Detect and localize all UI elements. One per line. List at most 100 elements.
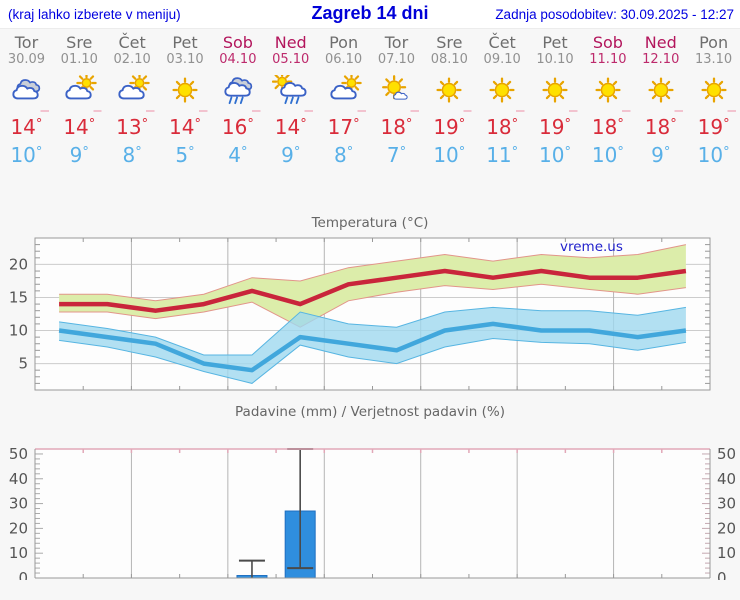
- min-temperature: 4°: [211, 142, 264, 168]
- y-axis-label: 15: [9, 288, 28, 306]
- min-temperature: 11°: [476, 142, 529, 168]
- weather-icon: [219, 77, 257, 109]
- day-date: 02.10: [113, 52, 151, 67]
- max-temperature: 14°: [53, 114, 106, 140]
- max-temperature: 17°: [317, 114, 370, 140]
- min-temp-value: 9: [69, 143, 83, 167]
- degree-symbol: °: [405, 117, 413, 132]
- degree-symbol: °: [663, 145, 671, 160]
- weather-icon-cell: [581, 75, 634, 105]
- day-column-header: Tor 07.10: [370, 33, 423, 68]
- max-temperature: 18°: [370, 114, 423, 140]
- day-date: 08.10: [430, 52, 468, 67]
- y-axis-label-right: 20: [717, 519, 736, 537]
- max-temp-value: 19: [539, 115, 565, 139]
- weather-icon: [589, 77, 627, 109]
- day-date: 13.10: [694, 52, 733, 67]
- degree-symbol: °: [135, 145, 142, 160]
- min-temp-value: 7: [386, 143, 400, 167]
- max-temp-value: 14: [274, 115, 301, 139]
- day-date: 30.09: [7, 52, 46, 67]
- day-name: Sob: [222, 33, 253, 52]
- max-temp-value: 18: [591, 115, 618, 139]
- plot-border: [34, 237, 711, 391]
- day-column-header: Ned 12.10: [634, 33, 687, 68]
- min-temp-value: 10: [697, 143, 724, 167]
- min-temp-value: 4: [228, 143, 241, 167]
- day-name: Sre: [436, 33, 463, 52]
- min-temperature: 8°: [317, 142, 370, 168]
- min-temperature: 9°: [264, 142, 317, 168]
- weather-icon: [271, 71, 310, 109]
- degree-symbol: °: [458, 145, 466, 160]
- temperature-chart-title: Temperatura (°C): [311, 215, 429, 231]
- plot-area: [35, 449, 710, 578]
- day-date: 07.10: [377, 52, 416, 67]
- min-temp-value: 8: [333, 143, 347, 167]
- min-temp-value: 10: [10, 143, 36, 167]
- y-axis-label-right: 40: [717, 470, 736, 488]
- max-temperature: 18°: [634, 114, 687, 140]
- max-temperature: 14°: [0, 114, 53, 140]
- day-date: 05.10: [272, 52, 310, 67]
- min-temperature: 10°: [687, 142, 740, 168]
- max-temperature: 14°: [264, 114, 317, 140]
- day-column-header: Pon 06.10: [317, 33, 370, 68]
- weather-icon: [642, 77, 680, 109]
- degree-symbol: °: [194, 117, 201, 132]
- day-date: 11.10: [589, 52, 627, 67]
- y-axis-label: 5: [18, 355, 28, 373]
- watermark-link[interactable]: vreme.us: [560, 239, 623, 255]
- weather-icon: [166, 77, 204, 109]
- y-axis-label-right: 30: [717, 495, 736, 513]
- day-column-header: Pet 10.10: [529, 33, 582, 68]
- day-name: Sre: [66, 33, 93, 52]
- degree-symbol: °: [300, 117, 307, 132]
- tmax-line: [59, 268, 687, 313]
- tmin-line: [58, 321, 687, 373]
- min-temp-value: 5: [175, 143, 189, 167]
- weather-icon-cell: [0, 75, 53, 105]
- max-temperature: 16°: [211, 114, 264, 140]
- day-column-header: Pet 03.10: [159, 33, 212, 68]
- max-temperature: 18°: [581, 114, 634, 140]
- day-name: Sob: [592, 33, 623, 52]
- weather-icon-cell: [370, 75, 423, 105]
- day-name: Čet: [488, 33, 516, 52]
- days-row: Tor 30.09 Sre 01.10 Čet 02.10 Pet 03.10 …: [0, 33, 740, 68]
- degree-symbol: °: [723, 117, 730, 132]
- degree-symbol: °: [188, 145, 195, 160]
- y-axis-label-left: 20: [9, 519, 28, 537]
- day-date: 09.10: [483, 52, 521, 67]
- degree-symbol: °: [564, 145, 572, 160]
- day-name: Pet: [172, 33, 198, 52]
- degree-symbol: °: [346, 145, 354, 160]
- column-separator-dashes: [0, 110, 740, 112]
- day-column-header: Sob 11.10: [581, 33, 634, 68]
- day-column-header: Čet 02.10: [106, 33, 159, 68]
- degree-symbol: °: [511, 145, 519, 160]
- max-temp-value: 14: [169, 115, 195, 139]
- weather-icon-cell: [687, 75, 740, 105]
- max-temp-value: 18: [486, 115, 512, 139]
- day-column-header: Sre 01.10: [53, 33, 106, 68]
- max-temperature: 18°: [476, 114, 529, 140]
- weather-icon: [60, 72, 98, 109]
- max-temperature: 19°: [423, 114, 476, 140]
- degree-symbol: °: [617, 145, 624, 160]
- degree-symbol: °: [247, 117, 254, 132]
- band-edge: [59, 306, 686, 356]
- day-name: Ned: [644, 33, 677, 52]
- min-temperature: 10°: [423, 142, 476, 168]
- weather-icon: [113, 72, 151, 109]
- band-edge: [59, 337, 686, 384]
- min-temp-value: 9: [281, 143, 294, 167]
- day-name: Pon: [699, 33, 729, 52]
- day-date: 03.10: [166, 52, 204, 67]
- day-column-header: Tor 30.09: [0, 33, 53, 68]
- temperature-chart: 5 10 15 20 vreme.us: [9, 237, 711, 391]
- day-date: 01.10: [60, 52, 98, 67]
- degree-symbol: °: [88, 117, 96, 132]
- min-temperature: 9°: [634, 142, 687, 168]
- max-temp-value: 14: [10, 115, 36, 139]
